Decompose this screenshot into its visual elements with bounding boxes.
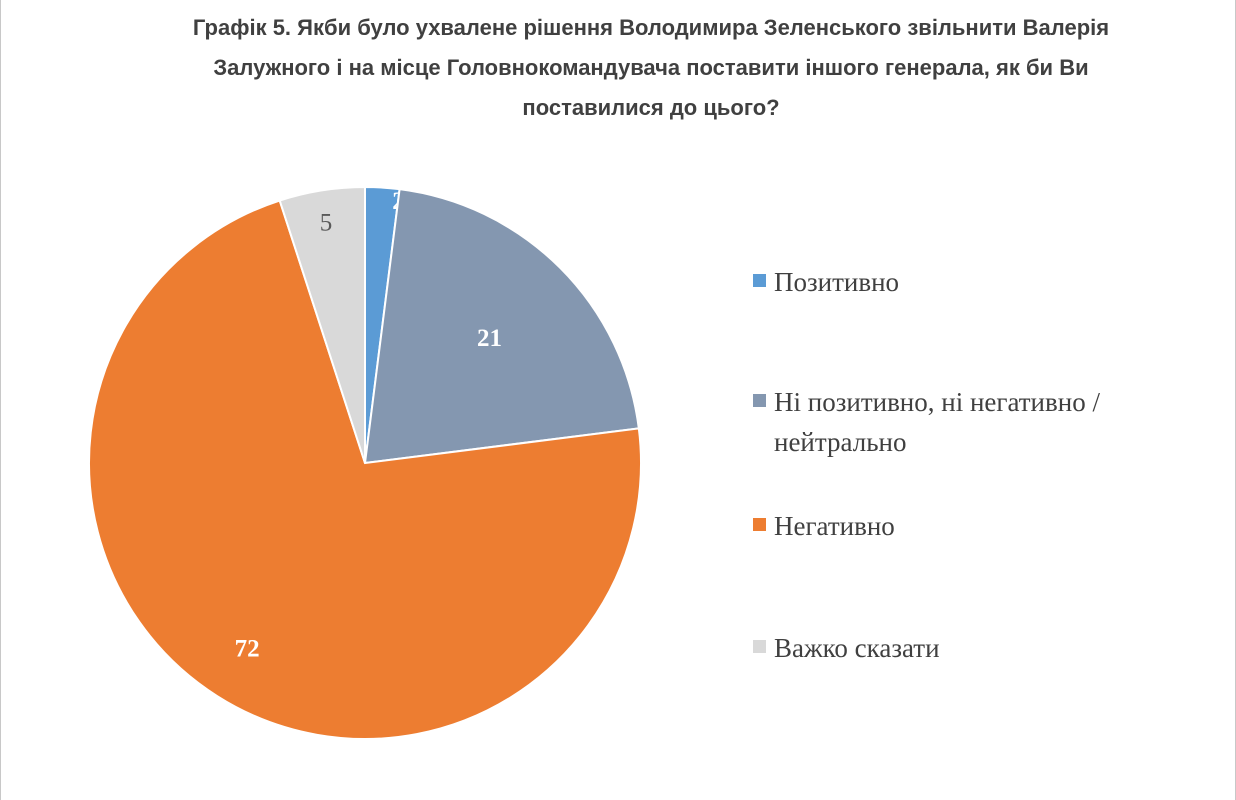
legend-label-neutral: Ні позитивно, ні негативно / нейтрально [774, 387, 1100, 457]
legend-swatch-hard-to-say [753, 640, 766, 653]
chart-title-line-1: Графік 5. Якби було ухвалене рішення Вол… [192, 15, 1110, 40]
pie-data-label-neutral: 21 [477, 325, 502, 352]
legend-label-negative: Негативно [774, 511, 895, 541]
pie-chart: 221725 [88, 185, 642, 740]
chart-title-line-3: поставилися до цього? [522, 95, 780, 120]
legend-item-hard-to-say: Важко сказати [753, 628, 1194, 668]
legend-item-negative: Негативно [753, 506, 1194, 546]
chart-title: Графік 5. Якби було ухвалене рішення Вол… [81, 8, 1221, 128]
legend-item-positive: Позитивно [753, 262, 1194, 302]
pie-slice-hard-to-say [278, 185, 366, 464]
pie-slice-negative [88, 199, 642, 740]
legend-swatch-negative [753, 518, 766, 531]
pie-data-label-negative: 72 [235, 635, 260, 662]
legend-swatch-positive [753, 274, 766, 287]
pie-data-label-hard-to-say: 5 [320, 209, 333, 236]
legend-swatch-neutral [753, 394, 766, 407]
legend-item-neutral: Ні позитивно, ні негативно / нейтрально [753, 382, 1194, 462]
legend-label-hard-to-say: Важко сказати [774, 633, 940, 663]
chart-title-line-2: Залужного і на місце Головнокомандувача … [213, 55, 1089, 80]
pie-slice-neutral [363, 188, 640, 465]
legend-label-positive: Позитивно [774, 267, 900, 297]
